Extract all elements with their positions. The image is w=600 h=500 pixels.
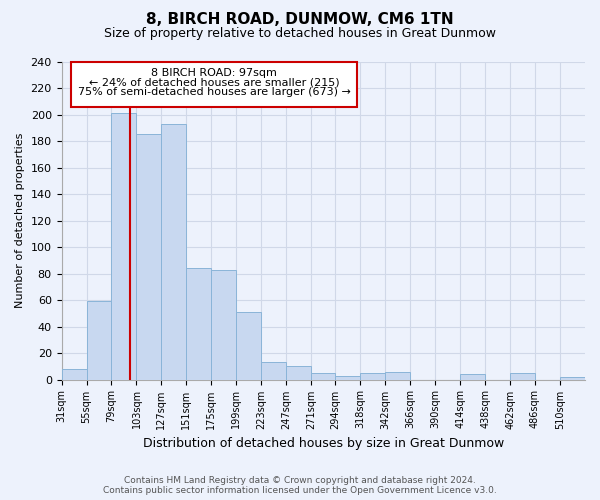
Bar [335,376,360,380]
Bar [262,362,286,380]
Y-axis label: Number of detached properties: Number of detached properties [15,133,25,308]
Bar [161,124,187,380]
Text: 75% of semi-detached houses are larger (673) →: 75% of semi-detached houses are larger (… [77,86,350,97]
Bar [187,268,211,380]
Bar [236,312,262,380]
Bar [510,373,535,380]
Text: 8, BIRCH ROAD, DUNMOW, CM6 1TN: 8, BIRCH ROAD, DUNMOW, CM6 1TN [146,12,454,28]
Bar [560,377,585,380]
Bar [286,366,311,380]
Bar [62,369,86,380]
Text: Contains HM Land Registry data © Crown copyright and database right 2024.
Contai: Contains HM Land Registry data © Crown c… [103,476,497,495]
FancyBboxPatch shape [71,62,357,106]
Bar [136,134,161,380]
Bar [385,372,410,380]
Bar [86,302,112,380]
Text: Size of property relative to detached houses in Great Dunmow: Size of property relative to detached ho… [104,28,496,40]
Bar [360,373,385,380]
Text: 8 BIRCH ROAD: 97sqm: 8 BIRCH ROAD: 97sqm [151,68,277,78]
Bar [460,374,485,380]
Bar [311,373,335,380]
Bar [112,113,136,380]
X-axis label: Distribution of detached houses by size in Great Dunmow: Distribution of detached houses by size … [143,437,504,450]
Text: ← 24% of detached houses are smaller (215): ← 24% of detached houses are smaller (21… [89,78,340,88]
Bar [211,270,236,380]
